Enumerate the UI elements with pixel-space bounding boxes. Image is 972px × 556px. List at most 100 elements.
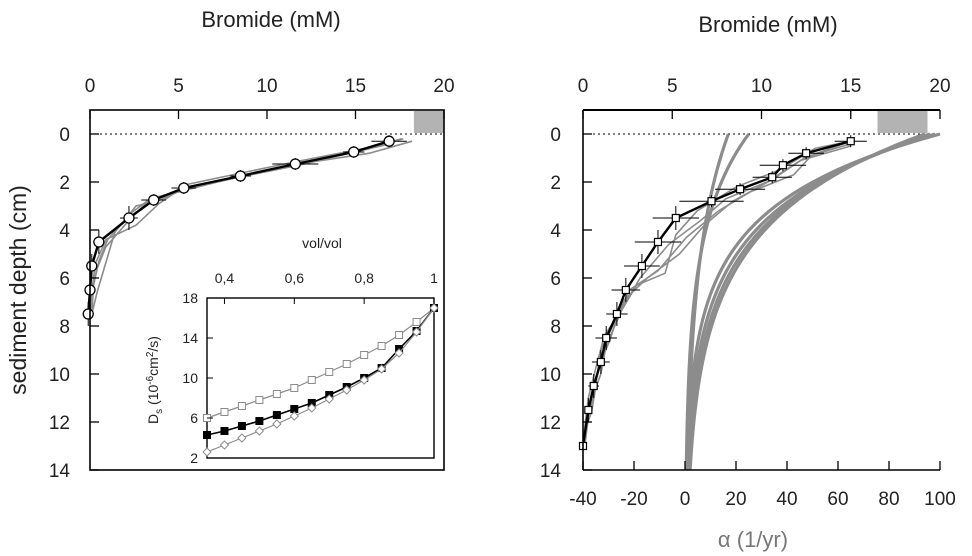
inset-filled-square-marker <box>272 411 281 419</box>
x-top-tick-label: 0 <box>578 76 589 97</box>
replicate-profile-line <box>89 142 392 315</box>
inset-diamond-marker <box>341 385 352 395</box>
data-point-square <box>768 173 777 182</box>
data-point-square <box>637 261 647 271</box>
data-point-square <box>846 137 855 146</box>
y-tick-label: 2 <box>59 173 70 194</box>
right-panel: 0 5 10 15 20 -40 -20 0 20 40 60 80 100 0 2 4 6 8 10 12 14 Bro… <box>540 12 956 552</box>
inset-x-tick-label: 0,4 <box>215 270 235 286</box>
inset-x-tick-label: 0,6 <box>285 270 305 286</box>
inset-x-tick-label: 0,8 <box>354 270 374 286</box>
inset-x-axis-title: vol/vol <box>302 235 342 251</box>
data-point-square <box>602 333 611 343</box>
inset-open-square-marker <box>395 331 404 339</box>
x-tick-label: 20 <box>433 76 454 97</box>
inset-open-square-marker <box>307 376 316 384</box>
data-point-square <box>735 185 745 194</box>
y-tick-label: 4 <box>59 221 70 242</box>
inset-diamond-marker <box>307 403 317 413</box>
y-tick-label: 10 <box>540 365 561 386</box>
inset-y-axis-title-part: -6 <box>145 375 156 384</box>
replicate-profile-line <box>89 138 404 315</box>
inset-open-square-marker <box>325 368 334 376</box>
x-top-tick-label: 5 <box>667 76 678 97</box>
y-tick-label: 0 <box>550 125 561 146</box>
y-tick-label: 14 <box>540 461 562 482</box>
inset-diamond-marker <box>411 327 422 337</box>
x-tick-label: 15 <box>345 76 366 97</box>
x-bottom-tick-label: 40 <box>776 489 797 510</box>
alpha-curve <box>685 132 941 471</box>
inset-y-axis-title: Ds (10-6cm2/s) <box>145 336 165 424</box>
x-top-tick-label: 10 <box>751 76 772 97</box>
data-point-circle <box>82 308 94 320</box>
inset-y-axis-title-part: /s) <box>145 336 161 352</box>
inset-open-square-marker <box>220 408 229 416</box>
inset-open-square-marker <box>412 318 421 326</box>
data-point-square <box>802 149 811 158</box>
y-tick-label: 10 <box>49 365 70 386</box>
data-point-circle <box>383 135 395 147</box>
inset-y-tick-label: 10 <box>182 370 198 386</box>
y-tick-label: 8 <box>59 317 70 338</box>
surface-band <box>877 111 928 133</box>
inset-filled-square-marker <box>237 422 246 430</box>
inset-diamond-marker <box>254 426 265 436</box>
inset-y-tick-label: 2 <box>190 450 198 466</box>
x-bottom-tick-label: 100 <box>924 489 956 510</box>
x-top-tick-label: 20 <box>929 76 950 97</box>
x-bottom-axis-title: α (1/yr) <box>718 527 788 552</box>
data-point-circle <box>93 236 105 248</box>
data-point-square <box>584 405 593 415</box>
data-point-circle <box>348 146 360 158</box>
data-point-circle <box>123 212 135 224</box>
inset-open-square-marker <box>237 402 246 410</box>
replicate-profile-line <box>90 138 402 315</box>
inset-diamond-marker <box>289 411 300 421</box>
x-bottom-tick-label: 0 <box>680 489 691 510</box>
alpha-curve <box>686 132 936 471</box>
x-top-tick-label: 15 <box>840 76 861 97</box>
inset-frame <box>206 297 435 459</box>
y-tick-label: 0 <box>59 125 70 146</box>
inset-open-square-marker <box>377 342 386 350</box>
data-point-square <box>621 285 630 295</box>
x-tick-label: 5 <box>173 76 184 97</box>
surface-band <box>413 111 444 133</box>
inset-diamond-marker <box>429 303 439 313</box>
data-point-circle <box>234 170 247 182</box>
inset-open-square-marker <box>255 396 264 404</box>
inset-y-axis-title-part: s <box>154 409 165 414</box>
data-point-square <box>671 213 680 223</box>
x-bottom-tick-label: 20 <box>725 489 746 510</box>
inset-open-square-marker <box>272 390 281 398</box>
x-top-axis-title: Bromide (mM) <box>698 12 837 37</box>
inset-filled-square-marker <box>220 427 229 435</box>
data-point-circle <box>178 182 190 194</box>
inset-diamond-marker <box>394 348 404 358</box>
y-tick-label: 4 <box>550 221 561 242</box>
inset-diamond-marker <box>324 394 334 404</box>
data-point-square <box>596 357 605 367</box>
inset-y-axis-title-part: D <box>145 414 161 424</box>
inset-open-square-marker <box>360 351 369 359</box>
inset-y-axis-title-part: 2 <box>145 351 156 357</box>
inset-filled-square-marker <box>255 417 264 425</box>
data-point-square <box>778 161 788 170</box>
inset-open-square-marker <box>342 360 351 368</box>
y-tick-label: 14 <box>49 461 71 482</box>
inset-diamond-marker <box>359 375 369 385</box>
mean-profile-line <box>87 140 390 315</box>
y-tick-label: 6 <box>59 269 70 290</box>
x-bottom-tick-label: -20 <box>620 489 647 510</box>
x-bottom-tick-label: 80 <box>878 489 899 510</box>
x-tick-label: 0 <box>85 76 96 97</box>
x-tick-label: 10 <box>256 76 277 97</box>
y-tick-label: 2 <box>550 173 561 194</box>
data-point-square <box>612 309 622 319</box>
inset-diamond-marker <box>376 364 387 374</box>
data-point-circle <box>86 260 98 272</box>
